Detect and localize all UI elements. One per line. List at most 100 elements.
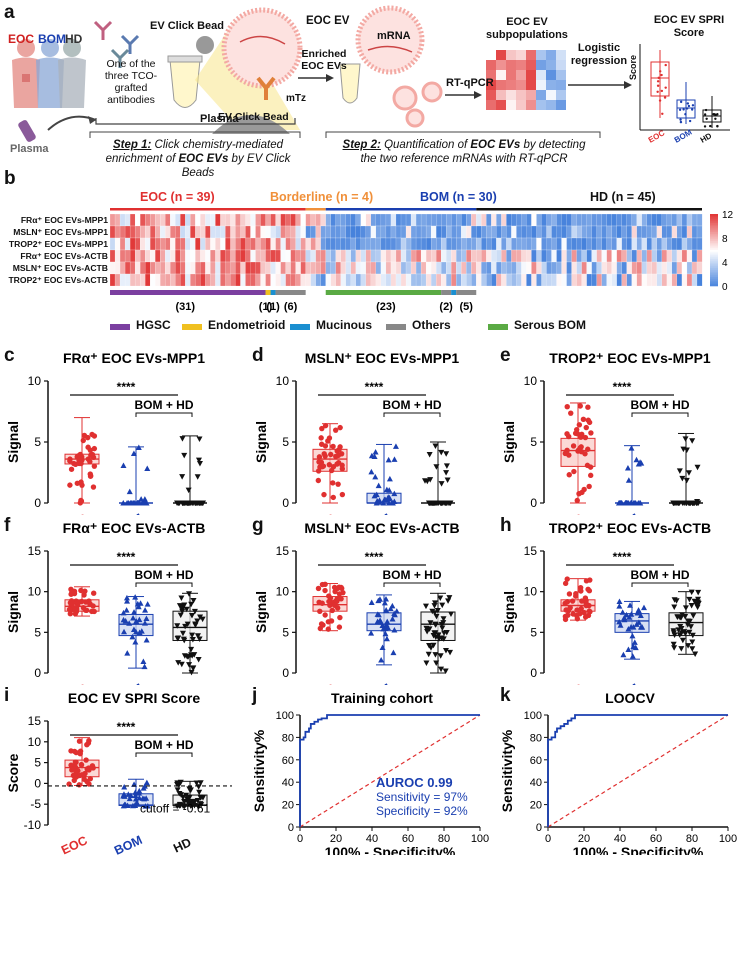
heatmap-cell — [200, 225, 206, 239]
data-point — [375, 482, 382, 489]
x-tick-label: 60 — [650, 833, 662, 845]
subtype-count: (1) — [259, 301, 273, 313]
heatmap-cell — [621, 225, 628, 239]
heatmap-cell — [300, 261, 306, 275]
heatmap-cell — [526, 213, 532, 227]
heatmap-cell — [691, 261, 698, 275]
step2-line1c: by detecting — [520, 139, 586, 151]
heatmap-cell — [456, 213, 462, 227]
heatmap-cell — [486, 213, 492, 227]
data-point — [336, 447, 342, 453]
heatmap-cell — [436, 273, 442, 287]
heatmap-cell — [275, 273, 281, 287]
heatmap-cell — [581, 225, 587, 239]
data-point — [331, 602, 338, 609]
data-point — [136, 794, 143, 801]
data-point — [442, 668, 449, 674]
heatmap-cell — [436, 249, 442, 263]
y-axis-label: Sensitivity% — [499, 729, 515, 812]
data-point — [140, 658, 147, 664]
heatmap-cell — [305, 261, 311, 275]
data-point — [179, 436, 186, 442]
data-point — [188, 601, 195, 608]
heatmap-cell — [410, 213, 417, 227]
heatmap-cell — [415, 261, 422, 275]
data-point — [588, 430, 594, 436]
heatmap-cell — [561, 213, 567, 227]
data-point — [386, 494, 393, 501]
mini-heatmap-cell — [496, 60, 506, 70]
data-point — [679, 612, 686, 618]
data-point — [77, 772, 83, 779]
data-point — [386, 487, 393, 493]
heatmap-cell — [576, 213, 582, 227]
heatmap-cell — [350, 237, 357, 251]
data-point — [586, 608, 593, 614]
heatmap-cell — [506, 225, 512, 239]
heatmap-cell — [446, 213, 452, 227]
heatmap-cell — [145, 273, 151, 287]
data-point — [579, 431, 585, 438]
label-ev-click-bead-bottom: EV Click Bead — [218, 111, 289, 123]
data-point — [121, 783, 128, 790]
heatmap-cell — [185, 213, 191, 227]
heatmap-cell — [651, 213, 658, 227]
heatmap-cell — [150, 213, 156, 227]
data-point — [391, 626, 398, 633]
heatmap-cell — [666, 213, 673, 227]
data-point — [635, 619, 642, 625]
heatmap-cell — [255, 237, 261, 251]
data-point — [382, 595, 389, 602]
y-tick-label: 10 — [524, 585, 538, 599]
data-point — [568, 410, 574, 416]
heatmap-cell — [661, 249, 668, 263]
colorbar-segment — [710, 237, 718, 240]
mini-heatmap-cell — [556, 100, 566, 110]
heatmap-cell — [521, 225, 527, 239]
heatmap-cell — [581, 261, 587, 275]
mini-box — [676, 99, 696, 119]
heatmap-cell — [250, 261, 256, 275]
heatmap-cell — [466, 249, 472, 263]
significance-stars: **** — [365, 550, 384, 564]
heatmap-cell — [576, 225, 582, 239]
heatmap-cell — [451, 213, 457, 227]
colorbar-segment — [710, 228, 718, 231]
colorbar-tick: 12 — [722, 210, 734, 221]
heatmap-cell — [430, 237, 437, 251]
data-point — [431, 603, 438, 609]
data-point — [318, 435, 324, 441]
mini-heatmap-cell — [536, 60, 546, 70]
colorbar-segment — [710, 248, 718, 251]
y-tick-label: 5 — [34, 756, 41, 770]
data-point — [120, 500, 127, 506]
heatmap-cell — [425, 273, 432, 287]
heatmap-cell — [646, 249, 653, 263]
heatmap-cell — [230, 237, 236, 251]
data-point — [120, 609, 127, 616]
heatmap-group-eoc: EOC (n = 39) — [140, 190, 215, 204]
data-point — [433, 660, 440, 666]
heatmap-cell — [656, 225, 663, 239]
heatmap-cell — [430, 261, 437, 275]
heatmap-cell — [109, 273, 116, 287]
data-point — [91, 608, 97, 615]
heatmap-cell — [666, 261, 673, 275]
heatmap-cell — [496, 213, 502, 227]
legend-label: Mucinous — [316, 318, 372, 332]
heatmap-cell — [415, 273, 422, 287]
data-point — [617, 622, 624, 628]
heatmap-cell — [415, 237, 422, 251]
heatmap-cell — [225, 261, 231, 275]
heatmap-cell — [430, 213, 437, 227]
heatmap-cell — [631, 237, 638, 251]
data-point — [186, 795, 193, 801]
heatmap-cell — [651, 249, 658, 263]
heatmap-cell — [190, 225, 196, 239]
data-point — [141, 783, 148, 789]
colorbar-segment — [710, 214, 718, 217]
heatmap-cell — [661, 213, 668, 227]
heatmap-cell — [646, 213, 653, 227]
data-point — [588, 472, 594, 479]
label-plasma-person: Plasma — [10, 143, 49, 155]
